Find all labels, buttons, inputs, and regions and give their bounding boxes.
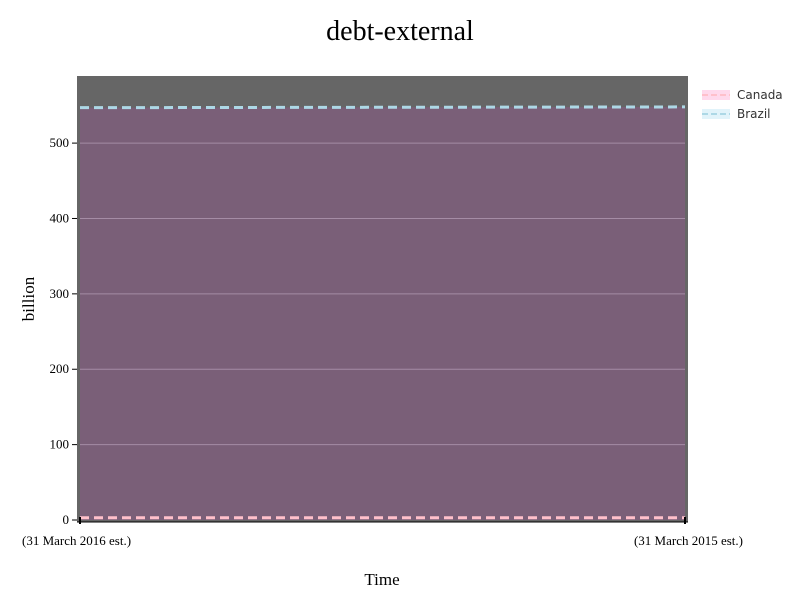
axis-layer: 0 100 200 300 400 500 (31 March 2016 est.) (31 … — [22, 135, 743, 548]
series-line-brazil — [79, 105, 686, 110]
y-tick-label: 200 — [50, 361, 70, 376]
y-tick-label: 100 — [50, 437, 70, 452]
y-tick-label: 300 — [50, 286, 70, 301]
legend-label-brazil: Brazil — [737, 107, 771, 121]
chart-title: debt-external — [326, 16, 474, 47]
y-tick-label: 500 — [50, 135, 70, 150]
x-tick-label: (31 March 2016 est.) — [22, 533, 131, 548]
x-tick-label: (31 March 2015 est.) — [634, 533, 743, 548]
y-tick-label: 400 — [50, 210, 70, 225]
legend: Canada Brazil — [702, 88, 783, 121]
series-layer — [79, 105, 686, 520]
area-layer — [80, 106, 685, 520]
y-axis-title: billion — [19, 276, 38, 321]
y-tick-label: 0 — [63, 512, 70, 527]
area-fill — [80, 106, 685, 520]
x-axis-title: Time — [364, 570, 399, 589]
grid-layer — [80, 142, 685, 446]
legend-label-canada: Canada — [737, 88, 783, 102]
